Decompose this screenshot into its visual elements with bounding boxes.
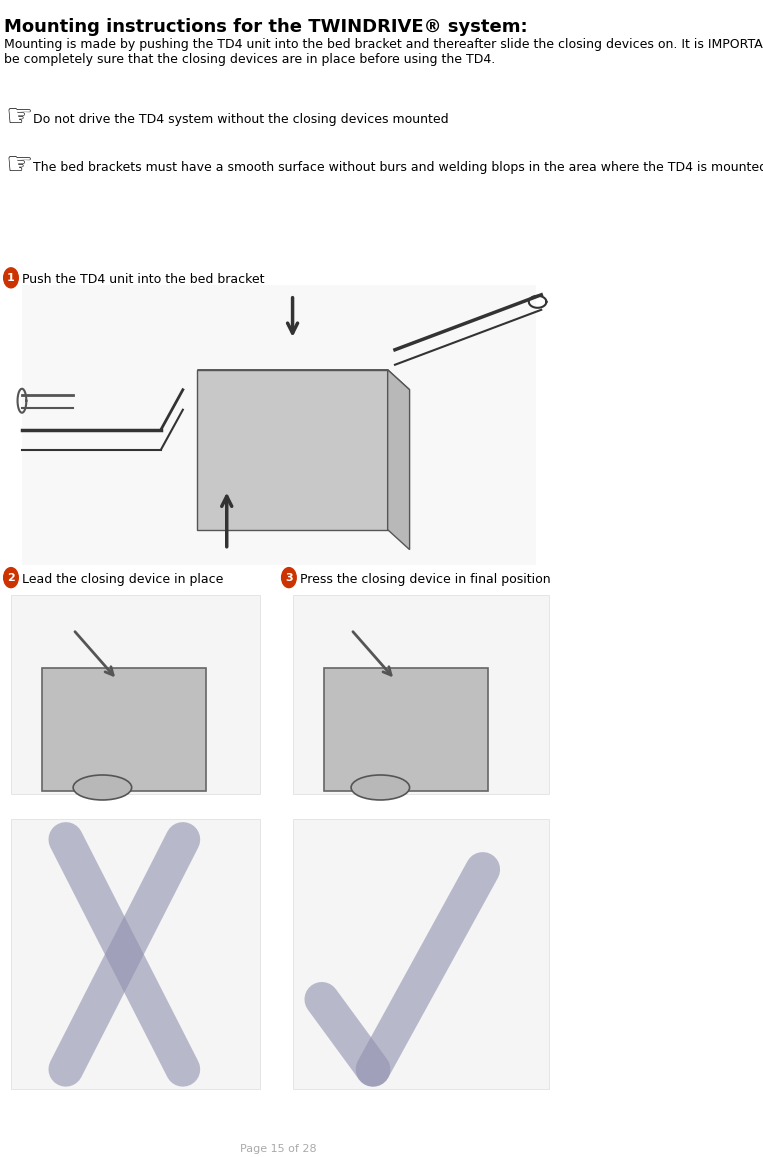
Text: Mounting is made by pushing the TD4 unit into the bed bracket and thereafter sli: Mounting is made by pushing the TD4 unit… — [4, 38, 763, 66]
FancyBboxPatch shape — [43, 668, 206, 791]
Circle shape — [4, 568, 18, 588]
FancyBboxPatch shape — [324, 668, 488, 791]
FancyBboxPatch shape — [292, 819, 549, 1089]
Text: 1: 1 — [7, 273, 14, 282]
Polygon shape — [388, 370, 410, 550]
Ellipse shape — [351, 775, 410, 799]
FancyBboxPatch shape — [22, 285, 536, 565]
Ellipse shape — [73, 775, 132, 799]
Text: Page 15 of 28: Page 15 of 28 — [240, 1144, 317, 1155]
Text: Do not drive the TD4 system without the closing devices mounted: Do not drive the TD4 system without the … — [33, 113, 449, 126]
Text: The bed brackets must have a smooth surface without burs and welding blops in th: The bed brackets must have a smooth surf… — [33, 161, 763, 174]
Polygon shape — [198, 370, 410, 390]
FancyBboxPatch shape — [11, 595, 259, 795]
Text: 2: 2 — [7, 573, 14, 583]
FancyBboxPatch shape — [11, 819, 259, 1089]
FancyBboxPatch shape — [292, 595, 549, 795]
Text: ☞: ☞ — [6, 150, 34, 179]
Text: Press the closing device in final position: Press the closing device in final positi… — [300, 573, 551, 585]
Circle shape — [282, 568, 296, 588]
Polygon shape — [198, 370, 388, 530]
Text: 3: 3 — [285, 573, 293, 583]
Text: Push the TD4 unit into the bed bracket: Push the TD4 unit into the bed bracket — [22, 273, 265, 286]
Text: ☞: ☞ — [6, 103, 34, 132]
Text: Mounting instructions for the TWINDRIVE® system:: Mounting instructions for the TWINDRIVE®… — [4, 19, 527, 36]
Text: Lead the closing device in place: Lead the closing device in place — [22, 573, 224, 585]
Circle shape — [4, 267, 18, 288]
